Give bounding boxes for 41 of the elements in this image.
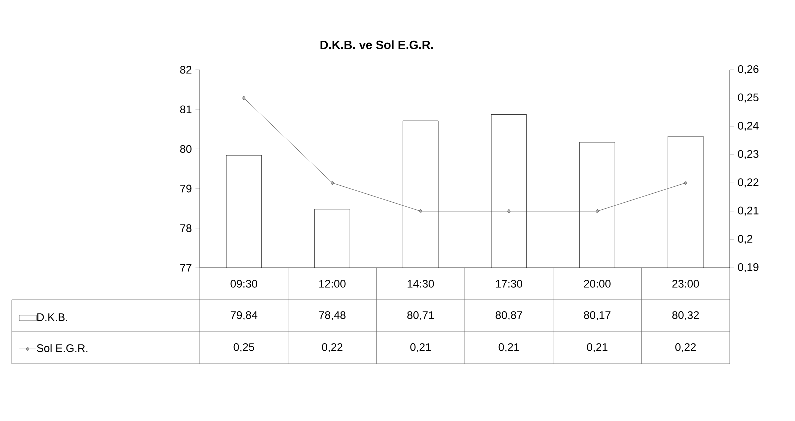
point bbox=[330, 180, 334, 186]
y2-tick-label: 0,19 bbox=[738, 263, 759, 273]
y-tick-label: 81 bbox=[180, 106, 192, 114]
point bbox=[507, 209, 511, 214]
y2-tick-label: 0,22 bbox=[738, 178, 759, 188]
data-label: 79,84 bbox=[230, 311, 258, 321]
data-label: 80,17 bbox=[584, 311, 611, 321]
data-label: 0,21 bbox=[587, 343, 608, 353]
y2-tick-label: 0,26 bbox=[738, 65, 759, 75]
point bbox=[596, 209, 600, 214]
y-tick-label: 80 bbox=[180, 145, 192, 154]
y2-tick-label: 0,24 bbox=[738, 122, 759, 132]
data-label: 0,22 bbox=[676, 343, 696, 353]
x-tick-label: 12:00 bbox=[320, 280, 346, 288]
data-label: 0,22 bbox=[322, 343, 343, 353]
y2-tick-label: 0,2 bbox=[738, 235, 753, 244]
data-label: 80,32 bbox=[672, 311, 700, 321]
y-tick-label: 79 bbox=[180, 184, 192, 193]
point bbox=[242, 96, 246, 100]
y2-tick-label: 0,21 bbox=[738, 206, 759, 216]
chart-title: D.K.B. ve Sol E.G.R. bbox=[320, 40, 434, 50]
legend-label: Sol E.G.R. bbox=[37, 344, 88, 352]
y-tick-label: 77 bbox=[180, 264, 192, 272]
data-label: 80,71 bbox=[408, 311, 434, 321]
x-tick-label: 20:00 bbox=[584, 280, 611, 288]
data-label: 80,87 bbox=[496, 311, 522, 321]
x-tick-label: 17:30 bbox=[496, 280, 522, 288]
data-label: 0,25 bbox=[234, 343, 254, 353]
point bbox=[684, 180, 688, 186]
data-label: 0,21 bbox=[498, 343, 520, 353]
y-tick-label: 78 bbox=[180, 224, 192, 232]
y-tick-label: 82 bbox=[180, 66, 192, 74]
data-label: 78,48 bbox=[319, 311, 346, 321]
y2-tick-label: 0,25 bbox=[738, 94, 759, 103]
x-tick-label: 14:30 bbox=[408, 280, 434, 288]
x-tick-label: 09:30 bbox=[230, 280, 258, 288]
data-label: 0,21 bbox=[410, 343, 432, 353]
legend-label: D.K.B. bbox=[38, 314, 68, 322]
y2-tick-label: 0,23 bbox=[738, 150, 759, 160]
point bbox=[419, 209, 423, 214]
x-tick-label: 23:00 bbox=[672, 280, 700, 288]
